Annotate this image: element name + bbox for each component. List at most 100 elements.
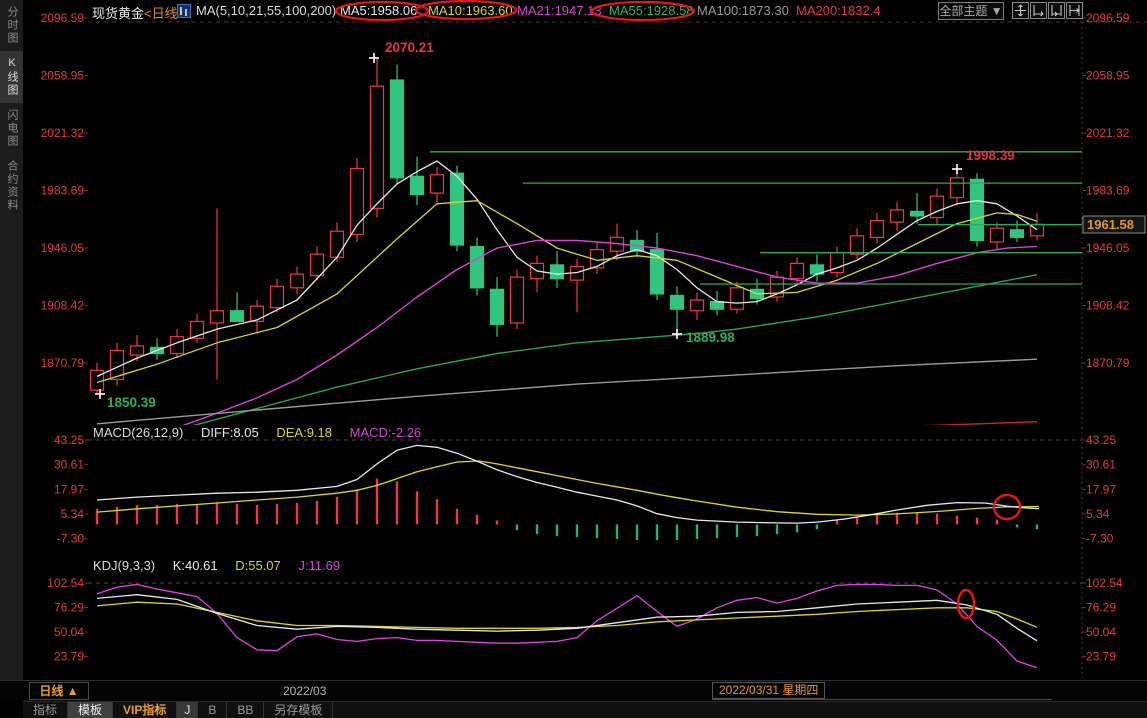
candle [89, 369, 105, 391]
candle [549, 264, 565, 280]
ma-settings-label[interactable]: MA(5,10,21,55,100,200) [196, 3, 337, 18]
sidebar-item-lightning-chart[interactable]: 闪电图 [6, 109, 18, 148]
svg-text:1889.98: 1889.98 [686, 330, 735, 345]
sidebar-item-kline-chart[interactable]: K线图 [0, 51, 23, 103]
candle [229, 310, 245, 323]
svg-text:-7.30: -7.30 [1086, 532, 1114, 546]
all-themes-dropdown[interactable]: 全部主题 ▼ [938, 2, 1004, 20]
candle [709, 300, 725, 310]
svg-text:30.61: 30.61 [1086, 458, 1116, 472]
svg-text:5.34: 5.34 [1086, 507, 1110, 521]
candle [189, 320, 205, 339]
fit-right-axis-icon[interactable] [1048, 2, 1065, 19]
timeline-bar: 日线 ▲ 2022/03 2022/03/31 星期四 [0, 680, 1147, 701]
ma21-line [182, 239, 1038, 425]
candle [849, 235, 865, 255]
candle [689, 299, 705, 312]
candle [869, 219, 885, 238]
ma21-value: MA21:1947.13 [517, 3, 602, 18]
shift-right-icon[interactable] [1066, 2, 1083, 19]
svg-text:1870.79: 1870.79 [1086, 356, 1130, 370]
tab-indicator[interactable]: 指标 [23, 702, 69, 718]
svg-text:2058.95: 2058.95 [41, 69, 85, 83]
macd-y-axis: 43.25 43.25 30.61 30.61 17.97 17.97 5.34 5.34 -7… [54, 433, 1116, 546]
kdj-cross-circle [956, 588, 976, 620]
symbol-title: 现货黄金<日线> [92, 6, 186, 21]
macd-label-row[interactable]: MACD(26,12,9) DIFF:8.05 DEA:9.18 MACD:-2… [93, 425, 435, 440]
fit-left-axis-icon[interactable] [1030, 2, 1047, 19]
sidebar-item-timeshare-chart[interactable]: 分时图 [6, 6, 18, 45]
svg-text:43.25: 43.25 [1086, 433, 1116, 447]
svg-text:43.25: 43.25 [54, 433, 84, 447]
svg-text:2096.59: 2096.59 [1086, 11, 1130, 25]
period-selector[interactable]: 日线 ▲ [29, 682, 89, 700]
candle [909, 210, 925, 217]
svg-text:1961.58: 1961.58 [1087, 217, 1134, 232]
pan-move-icon[interactable] [1012, 2, 1029, 19]
svg-text:1998.39: 1998.39 [966, 148, 1015, 163]
tab-vip-indicator[interactable]: VIP指标 [113, 702, 178, 718]
candle [889, 209, 905, 223]
ma55-line [192, 274, 1038, 425]
tab-b[interactable]: B [198, 702, 228, 718]
price-annotations: 2070.21 1998.39 1889.98 1850.39 [95, 40, 1015, 410]
candle [389, 79, 405, 179]
candle [289, 273, 305, 289]
candle [649, 249, 665, 295]
candle [729, 287, 745, 310]
svg-text:2070.21: 2070.21 [385, 40, 434, 55]
macd-panel [95, 444, 1040, 541]
sidebar-item-contract-info[interactable]: 合约资料 [6, 160, 18, 212]
tab-save-template[interactable]: 另存模板 [264, 702, 334, 718]
diff-line [96, 444, 1040, 524]
svg-text:23.79: 23.79 [1086, 649, 1116, 663]
timeline-date-label: 2022/03/31 星期四 [712, 682, 826, 699]
main-y-axis: 2096.59 2096.59 2058.95 2058.95 2021.32 2021.… [41, 11, 1130, 370]
svg-text:1983.69: 1983.69 [1086, 183, 1130, 197]
current-price-badge: 1961.58 [1082, 215, 1146, 234]
diff-value: DIFF:8.05 [200, 425, 259, 440]
candle [509, 276, 525, 324]
ma5-line [96, 160, 1038, 377]
kline-icon[interactable] [177, 4, 191, 21]
svg-text:1908.42: 1908.42 [41, 299, 85, 313]
svg-text:1946.05: 1946.05 [1086, 241, 1130, 255]
svg-text:17.97: 17.97 [54, 482, 84, 496]
candle [349, 168, 365, 235]
svg-text:1946.05: 1946.05 [41, 241, 85, 255]
candle [269, 285, 285, 309]
j-value: J:11.69 [298, 558, 341, 573]
svg-text:2096.59: 2096.59 [41, 11, 85, 25]
main-panel [89, 58, 1082, 425]
tab-template[interactable]: 模板 [68, 702, 114, 718]
tab-j[interactable]: J [177, 702, 199, 718]
tab-bb[interactable]: BB [227, 702, 265, 718]
svg-text:17.97: 17.97 [1086, 482, 1116, 496]
svg-text:2021.32: 2021.32 [1086, 126, 1130, 140]
svg-text:102.54: 102.54 [1086, 576, 1123, 590]
ma100-value: MA100:1873.30 [697, 3, 789, 18]
candle [469, 245, 485, 289]
svg-text:1870.79: 1870.79 [41, 356, 85, 370]
svg-text:5.34: 5.34 [61, 507, 85, 521]
candle [789, 262, 805, 280]
candle [209, 310, 225, 324]
ma100-line [96, 358, 1038, 425]
kdj-label-row[interactable]: KDJ(9,3,3) K:40.61 D:55.07 J:11.69 [93, 558, 354, 573]
kdj-settings-label: KDJ(9,3,3) [93, 558, 156, 573]
ma55-value: MA55:1928.58 [609, 3, 694, 18]
candles-layer [89, 58, 1045, 395]
candle [489, 288, 505, 326]
candle [309, 253, 325, 277]
svg-text:76.29: 76.29 [54, 600, 84, 614]
header: 现货黄金<日线> MA(5,10,21,55,100,200) MA5:1958… [0, 0, 1147, 22]
macd-value: MACD:-2.26 [349, 425, 422, 440]
ma10-line [96, 200, 1038, 384]
macd-cross-circle [992, 493, 1022, 521]
candle [1009, 229, 1025, 238]
k-line [96, 594, 1038, 642]
svg-text:-7.30: -7.30 [57, 532, 85, 546]
dea-value: DEA:9.18 [276, 425, 333, 440]
